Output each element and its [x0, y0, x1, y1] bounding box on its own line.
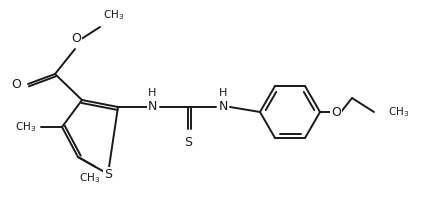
Text: H: H [148, 88, 156, 98]
Text: N: N [218, 100, 228, 113]
Text: S: S [184, 136, 192, 149]
Text: CH$_3$: CH$_3$ [79, 172, 101, 186]
Text: CH$_3$: CH$_3$ [103, 8, 124, 22]
Text: S: S [104, 167, 112, 180]
Text: O: O [11, 78, 21, 91]
Text: N: N [147, 100, 157, 113]
Text: H: H [219, 88, 227, 98]
Text: O: O [331, 106, 341, 119]
Text: CH$_3$: CH$_3$ [388, 105, 409, 119]
Text: CH$_3$: CH$_3$ [15, 120, 36, 134]
Text: O: O [71, 32, 81, 45]
